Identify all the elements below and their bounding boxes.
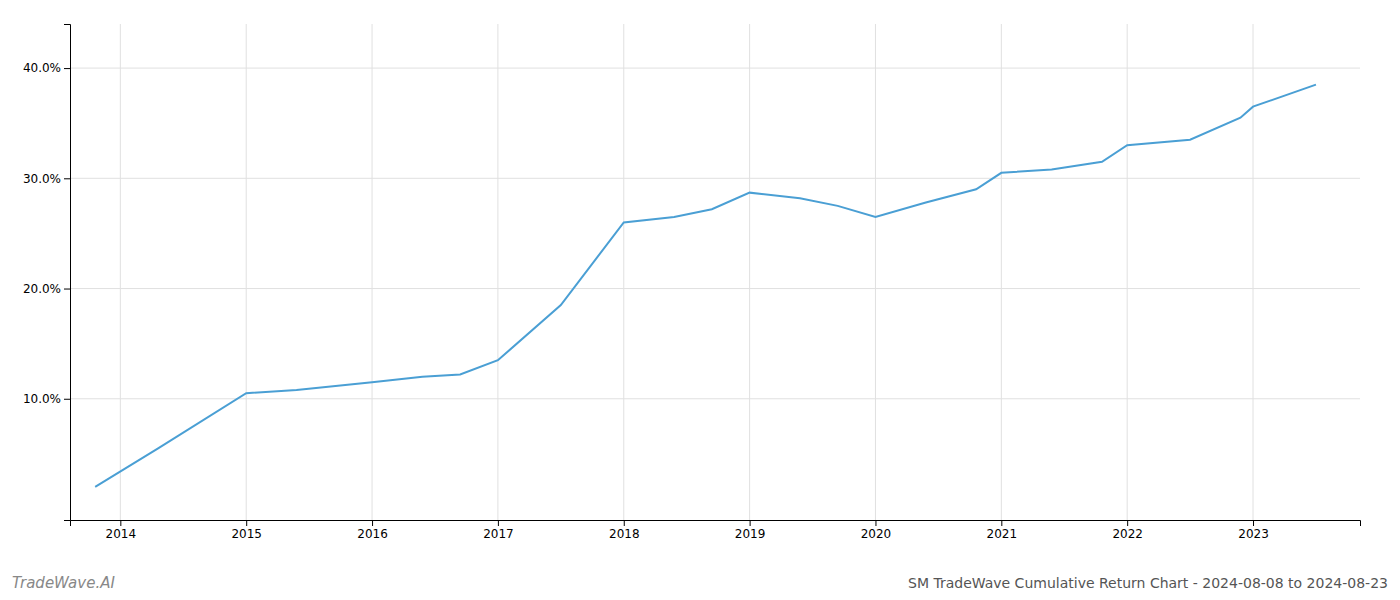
y-tick: 30.0% [23,172,70,186]
grid-line-y [70,178,1360,179]
x-tick-mark [372,520,373,526]
chart: 2014 2015 2016 2017 2018 2019 2020 2021 2022 2023… [0,0,1400,600]
x-tick-mark [1127,520,1128,526]
grid [70,24,1360,520]
x-tick-mark [1001,520,1002,526]
grid-line-x [1127,24,1128,520]
grid-line-x [875,24,876,520]
x-tick-label: 2020 [861,527,892,541]
x-tick-label: 2017 [483,527,514,541]
x-tick-label: 2019 [735,527,766,541]
x-axis-line [71,521,1361,527]
grid-line-y [70,288,1360,289]
x-tick: 2016 [357,520,388,541]
x-tick: 2015 [231,520,262,541]
x-tick-label: 2018 [609,527,640,541]
y-axis: 10.0% 20.0% 30.0% 40.0% [23,25,71,521]
y-tick-label: 10.0% [23,392,61,406]
x-tick-mark [120,520,121,526]
x-tick-mark [498,520,499,526]
y-tick: 10.0% [23,392,70,406]
x-tick-mark [875,520,876,526]
grid-line-x [749,24,750,520]
x-tick: 2021 [987,520,1018,541]
y-axis-line [64,25,71,521]
x-tick-label: 2023 [1238,527,1269,541]
y-tick-label: 40.0% [23,61,61,75]
x-tick: 2022 [1112,520,1143,541]
y-tick-mark [64,399,70,400]
x-tick-mark [1253,520,1254,526]
x-tick-label: 2021 [987,527,1018,541]
x-tick: 2019 [735,520,766,541]
grid-line-x [1001,24,1002,520]
x-tick: 2014 [106,520,137,541]
plot-area [95,85,1316,487]
x-tick: 2017 [483,520,514,541]
x-tick-mark [624,520,625,526]
x-tick-mark [750,520,751,526]
x-axis: 2014 2015 2016 2017 2018 2019 2020 2021 2022 2023 [71,520,1361,541]
grid-line-x [1253,24,1254,520]
x-tick-label: 2022 [1112,527,1143,541]
x-tick: 2018 [609,520,640,541]
x-tick: 2023 [1238,520,1269,541]
y-tick: 40.0% [23,61,70,75]
line [95,85,1316,487]
grid-line-y [70,398,1360,399]
y-tick: 20.0% [23,282,70,296]
x-tick: 2020 [861,520,892,541]
grid-line-y [70,68,1360,69]
title: SM TradeWave Cumulative Return Chart - 2… [908,575,1388,591]
y-tick-mark [64,289,70,290]
grid-line-x [623,24,624,520]
x-tick-label: 2015 [231,527,262,541]
grid-line-x [246,24,247,520]
y-tick-mark [64,178,70,179]
y-tick-label: 30.0% [23,172,61,186]
y-tick-label: 20.0% [23,282,61,296]
x-tick-label: 2016 [357,527,388,541]
watermark: TradeWave.AI [12,574,115,592]
grid-line-x [120,24,121,520]
grid-line-x [497,24,498,520]
y-tick-mark [64,68,70,69]
x-tick-mark [246,520,247,526]
grid-line-x [372,24,373,520]
x-tick-label: 2014 [106,527,137,541]
